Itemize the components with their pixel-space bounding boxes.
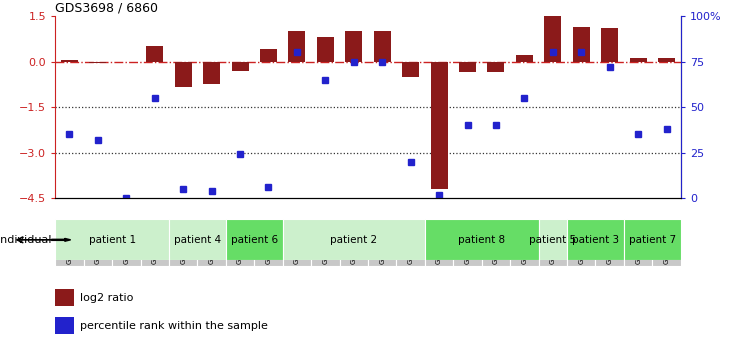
Text: GSM279991: GSM279991 <box>464 221 470 264</box>
Bar <box>232 62 249 71</box>
Text: patient 8: patient 8 <box>459 235 506 245</box>
Text: GSM279952: GSM279952 <box>152 221 158 264</box>
Bar <box>652 219 681 266</box>
Text: patient 4: patient 4 <box>174 235 221 245</box>
Bar <box>345 31 362 62</box>
Text: log2 ratio: log2 ratio <box>80 293 134 303</box>
Text: GSM279976: GSM279976 <box>521 221 528 264</box>
Bar <box>169 219 197 266</box>
Text: GSM279953: GSM279953 <box>180 221 186 264</box>
Text: GSM279959: GSM279959 <box>322 221 328 264</box>
Text: GSM279970: GSM279970 <box>436 221 442 264</box>
Bar <box>425 219 453 266</box>
Bar <box>539 219 567 266</box>
Bar <box>374 31 391 62</box>
Bar <box>226 219 254 266</box>
Bar <box>112 219 141 266</box>
Bar <box>368 219 397 266</box>
Text: patient 7: patient 7 <box>629 235 676 245</box>
Bar <box>174 62 191 87</box>
Text: GSM279957: GSM279957 <box>294 221 300 264</box>
Bar <box>55 289 74 306</box>
Bar <box>283 219 311 266</box>
Text: patient 1: patient 1 <box>88 235 135 245</box>
Bar <box>197 219 226 266</box>
Bar <box>459 62 476 72</box>
Text: GSM279967: GSM279967 <box>408 221 414 264</box>
Text: GSM279956: GSM279956 <box>266 221 272 264</box>
Bar <box>595 219 624 266</box>
Bar <box>425 219 539 260</box>
Bar <box>629 58 647 62</box>
Bar <box>567 219 624 260</box>
Text: GSM280016: GSM280016 <box>664 221 670 264</box>
Bar <box>289 31 305 62</box>
Bar <box>397 219 425 266</box>
Bar <box>573 27 590 62</box>
Bar <box>567 219 595 266</box>
Text: GSM279982: GSM279982 <box>550 221 556 264</box>
Bar <box>624 219 681 260</box>
Text: patient 3: patient 3 <box>572 235 619 245</box>
Bar <box>141 219 169 266</box>
Bar <box>169 219 226 260</box>
Bar <box>55 219 169 260</box>
Bar <box>283 219 425 260</box>
Bar <box>487 62 504 72</box>
Text: patient 5: patient 5 <box>529 235 576 245</box>
Bar <box>539 219 567 260</box>
Text: GSM279950: GSM279950 <box>95 221 101 264</box>
Bar <box>84 219 112 266</box>
Bar <box>516 56 533 62</box>
Bar <box>453 219 482 266</box>
Bar <box>339 219 368 266</box>
Bar <box>601 28 618 62</box>
Bar <box>55 219 84 266</box>
Bar <box>624 219 652 266</box>
Bar <box>545 16 562 62</box>
Bar <box>316 37 334 62</box>
Bar <box>658 58 675 62</box>
Bar <box>311 219 339 266</box>
Text: individual: individual <box>0 235 52 245</box>
Bar <box>402 62 420 77</box>
Text: GSM279960: GSM279960 <box>351 221 357 264</box>
Text: GSM279992: GSM279992 <box>493 221 499 264</box>
Text: GSM280011: GSM280011 <box>578 221 584 264</box>
Bar <box>55 317 74 334</box>
Text: GSM279962: GSM279962 <box>379 221 385 264</box>
Text: GSM279954: GSM279954 <box>208 221 215 264</box>
Text: GDS3698 / 6860: GDS3698 / 6860 <box>55 2 158 15</box>
Text: patient 6: patient 6 <box>230 235 277 245</box>
Bar <box>61 60 78 62</box>
Bar <box>226 219 283 260</box>
Bar <box>260 49 277 62</box>
Bar <box>431 62 447 189</box>
Text: patient 2: patient 2 <box>330 235 378 245</box>
Bar <box>89 62 107 63</box>
Text: GSM280014: GSM280014 <box>606 221 612 264</box>
Bar <box>510 219 539 266</box>
Bar <box>146 46 163 62</box>
Text: GSM280015: GSM280015 <box>635 221 641 264</box>
Bar <box>482 219 510 266</box>
Text: percentile rank within the sample: percentile rank within the sample <box>80 321 268 331</box>
Text: GSM279949: GSM279949 <box>66 221 72 264</box>
Bar <box>254 219 283 266</box>
Bar <box>203 62 220 84</box>
Text: GSM279951: GSM279951 <box>124 221 130 264</box>
Text: GSM279955: GSM279955 <box>237 221 243 264</box>
